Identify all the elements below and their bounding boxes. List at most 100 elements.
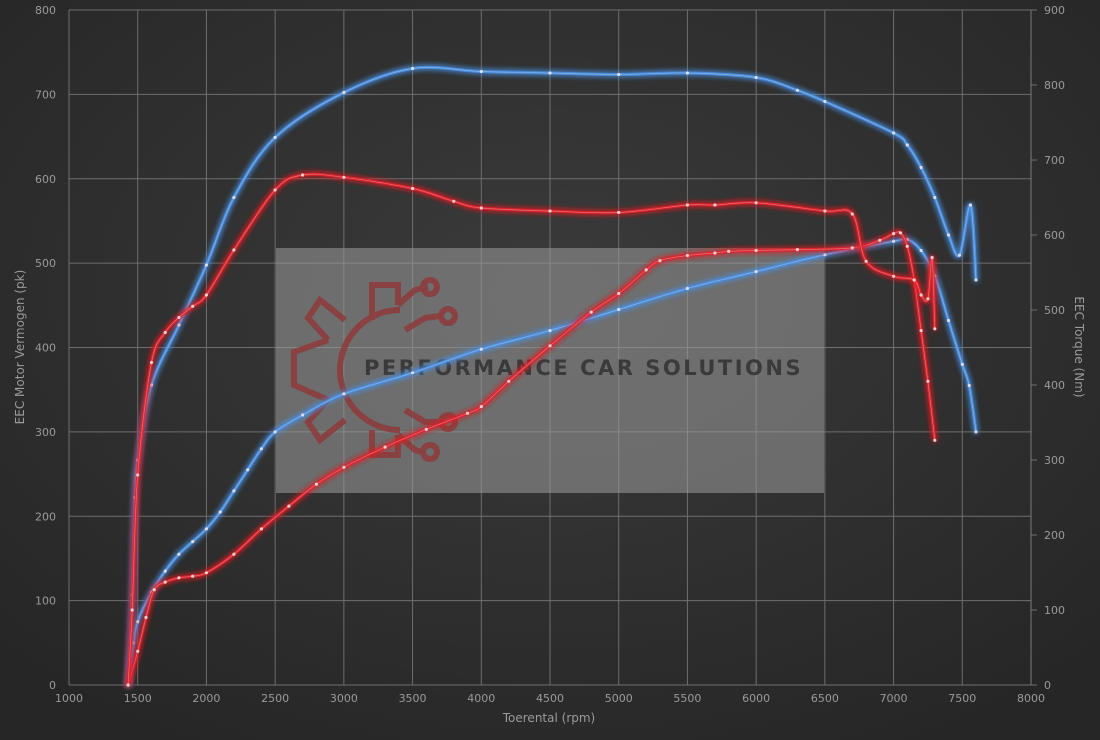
data-point bbox=[967, 383, 971, 388]
data-point bbox=[850, 246, 854, 250]
y-right-tick-label: 400 bbox=[1044, 379, 1065, 392]
data-point bbox=[930, 255, 934, 260]
data-point bbox=[314, 482, 318, 486]
data-point bbox=[191, 304, 195, 308]
data-point bbox=[411, 186, 415, 191]
data-point bbox=[287, 504, 291, 508]
x-tick-label: 3000 bbox=[330, 692, 358, 705]
data-point bbox=[301, 413, 305, 417]
data-point bbox=[273, 135, 277, 140]
data-point bbox=[191, 540, 195, 544]
data-point bbox=[823, 209, 827, 213]
data-point bbox=[452, 199, 456, 203]
data-point bbox=[892, 131, 896, 135]
y-left-tick-label: 600 bbox=[35, 173, 56, 186]
data-point bbox=[191, 574, 195, 578]
data-point bbox=[259, 527, 263, 531]
y-left-tick-label: 100 bbox=[35, 595, 56, 608]
data-point bbox=[177, 315, 181, 320]
data-point bbox=[204, 263, 208, 267]
data-point bbox=[957, 253, 962, 257]
data-point bbox=[163, 580, 167, 584]
data-point bbox=[617, 72, 621, 77]
y-right-tick-label: 300 bbox=[1044, 454, 1065, 467]
y-axis-right-label: EEC Torque (Nm) bbox=[1072, 296, 1086, 397]
data-point bbox=[685, 253, 690, 258]
data-point bbox=[479, 405, 483, 409]
y-left-tick-label: 0 bbox=[49, 679, 56, 692]
data-point bbox=[479, 206, 483, 210]
data-point bbox=[342, 392, 346, 396]
data-point bbox=[960, 362, 964, 366]
data-point bbox=[850, 212, 854, 216]
data-point bbox=[342, 90, 346, 95]
data-point bbox=[754, 201, 758, 205]
watermark-box bbox=[276, 248, 824, 493]
data-point bbox=[342, 465, 346, 469]
x-tick-label: 4500 bbox=[536, 692, 564, 705]
data-point bbox=[204, 571, 208, 575]
data-point bbox=[479, 347, 483, 351]
x-axis-label: Toerental (rpm) bbox=[502, 711, 595, 725]
data-point bbox=[232, 195, 236, 200]
y-left-tick-label: 300 bbox=[35, 426, 56, 439]
data-point bbox=[933, 327, 937, 331]
data-point bbox=[411, 371, 415, 375]
y-axis-left-label: EEC Motor Vermogen (pk) bbox=[13, 270, 27, 425]
data-point bbox=[912, 278, 916, 282]
data-point bbox=[919, 329, 923, 333]
x-tick-label: 6500 bbox=[811, 692, 839, 705]
x-tick-label: 8000 bbox=[1017, 692, 1045, 705]
data-point bbox=[933, 195, 937, 200]
data-point bbox=[795, 88, 800, 92]
data-point bbox=[878, 238, 882, 242]
y-right-tick-label: 600 bbox=[1044, 229, 1065, 242]
data-point bbox=[424, 427, 428, 431]
y-right-tick-label: 500 bbox=[1044, 304, 1065, 317]
data-point bbox=[754, 270, 758, 274]
y-left-tick-label: 200 bbox=[35, 510, 56, 523]
data-point bbox=[177, 323, 181, 327]
x-tick-label: 5000 bbox=[605, 692, 633, 705]
data-point bbox=[177, 552, 181, 556]
series-left-blue bbox=[126, 237, 978, 687]
data-point bbox=[892, 239, 896, 243]
gear-circuit-logo-icon bbox=[291, 277, 458, 462]
data-point bbox=[383, 445, 387, 449]
data-point bbox=[898, 231, 903, 235]
data-point bbox=[919, 165, 923, 170]
axis-labels: Toerental (rpm) EEC Motor Vermogen (pk) … bbox=[13, 270, 1086, 725]
data-point bbox=[204, 293, 208, 297]
data-point bbox=[132, 641, 136, 645]
x-tick-label: 4000 bbox=[467, 692, 495, 705]
data-point bbox=[685, 203, 690, 207]
data-point bbox=[617, 307, 621, 312]
watermark-text: PERFORMANCE CAR SOLUTIONS bbox=[364, 356, 803, 380]
data-point bbox=[149, 383, 154, 387]
x-tick-label: 6000 bbox=[742, 692, 770, 705]
data-point bbox=[919, 293, 923, 297]
data-point bbox=[644, 268, 648, 272]
data-point bbox=[149, 360, 154, 365]
data-point bbox=[136, 620, 140, 624]
data-point bbox=[685, 71, 690, 75]
data-point bbox=[163, 330, 167, 335]
data-point bbox=[548, 209, 552, 213]
y-left-tick-label: 400 bbox=[35, 342, 56, 355]
y-left-tick-label: 700 bbox=[35, 88, 56, 101]
data-point bbox=[163, 569, 167, 573]
data-point bbox=[974, 278, 978, 282]
data-point bbox=[232, 489, 236, 493]
data-point bbox=[713, 251, 717, 255]
data-point bbox=[727, 249, 731, 253]
y-right-tick-label: 200 bbox=[1044, 529, 1065, 542]
data-point bbox=[617, 291, 621, 296]
data-point bbox=[130, 608, 134, 612]
data-point bbox=[754, 75, 758, 80]
series-left-red bbox=[126, 230, 937, 687]
data-point bbox=[946, 233, 951, 237]
data-point bbox=[246, 468, 250, 472]
watermark: PERFORMANCE CAR SOLUTIONS bbox=[276, 248, 824, 493]
data-point bbox=[548, 329, 552, 333]
data-point bbox=[823, 253, 827, 257]
